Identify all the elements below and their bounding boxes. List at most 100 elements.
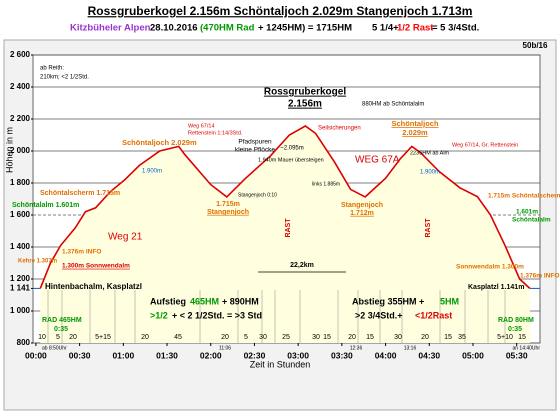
subtitle-part: 5 1/4+: [372, 23, 399, 34]
subtitle-part: = 5 3/4Std.: [432, 23, 479, 34]
annotation: 1.900m: [420, 170, 440, 176]
x-tick-label: 01:00: [112, 350, 134, 360]
profile-line: [39, 125, 531, 289]
badge: 50b/16: [523, 41, 548, 50]
x-tick-label: 05:00: [462, 350, 484, 360]
segment-label: 30: [259, 334, 267, 341]
y-tick-label: 1 000: [10, 306, 31, 315]
annotation: 1.300m Sonnwendalm: [62, 263, 130, 270]
x-tick-label: 05:30: [506, 350, 528, 360]
y-tick-label: 2 400: [10, 82, 31, 91]
segment-label: 25: [282, 334, 290, 341]
annotation: 1.376m INFO: [62, 249, 101, 256]
annotation: Rettenstein 1:14/3Std.: [188, 130, 243, 136]
annotation: Weg 67/14: [188, 123, 215, 129]
annotation: 1.940m Mauer übersteigen: [258, 157, 324, 163]
segment-label: 15: [323, 334, 331, 341]
x-tick-label: 00:00: [25, 350, 47, 360]
subtitle-part: 1/2 Rast: [397, 23, 434, 34]
annotation: Sonnwendalm 1.300m: [456, 264, 524, 271]
annotation: 1.601m: [516, 209, 538, 216]
annotation: Weg 67/14, Gr. Rettenstein: [452, 142, 518, 148]
segment-label: 5+15: [95, 334, 111, 341]
annotation: kleine Pflöcke: [235, 147, 275, 154]
annotation: 2.156m: [288, 99, 322, 110]
summary-text: RAD 80HM: [498, 317, 534, 324]
annotation: Weg 21: [108, 232, 143, 243]
segment-label: 30: [312, 334, 320, 341]
annotation: Schöntalalm: [512, 217, 551, 224]
annotation: 2235HM ab Alm: [410, 150, 450, 156]
annotation: RAST: [285, 218, 292, 238]
profile-area: [40, 126, 530, 343]
subtitle-part: + 1245HM) = 1715HM: [258, 23, 352, 34]
annotation: Hintenbachalm, Kasplatzl: [45, 282, 142, 291]
x-tick-label: 02:00: [200, 350, 222, 360]
annotation: Stangenjoch 0:10: [238, 192, 277, 198]
y-axis-label: Höhen in m: [4, 127, 14, 173]
annotation: Seilsicherungen: [318, 126, 361, 132]
summary-text: + < 2 1/2Std. = >3 Std: [172, 310, 262, 320]
y-tick-label: 1 141: [10, 284, 31, 293]
annotation: 210km; <2 1/2Std.: [40, 75, 89, 81]
x-tick-label: 04:30: [418, 350, 440, 360]
x-tick-label: 03:00: [287, 350, 309, 360]
y-tick-label: 1 800: [10, 178, 31, 187]
y-tick-label: 2 600: [10, 50, 31, 59]
annotation: Schöntaljoch: [391, 119, 439, 128]
annotation: Schöntalalm 1.601m: [12, 202, 79, 209]
y-tick-label: 2 000: [10, 146, 31, 155]
annotation: ~2.095m: [280, 146, 304, 152]
segment-label: 45: [174, 334, 182, 341]
annotation: 2.029m: [402, 128, 428, 137]
summary-text: >1/2: [150, 310, 168, 320]
y-tick-label: 1 400: [10, 242, 31, 251]
time-note: ab 8:50Uhr: [42, 345, 67, 351]
subtitle-part: 28.10.2016: [150, 23, 198, 34]
x-tick-label: 03:30: [331, 350, 353, 360]
x-tick-label: 01:30: [156, 350, 178, 360]
segment-label: 20: [141, 334, 149, 341]
annotation: 1.715m: [216, 201, 240, 208]
summary-text: 0:35: [54, 326, 68, 333]
segment-label: 35: [458, 334, 466, 341]
annotation: Schöntalscherm 1.715m: [40, 190, 120, 197]
annotation: 1.715m Schöntalscherm: [488, 193, 560, 200]
annotation: Kehre 1.307m: [18, 259, 57, 265]
summary-text: <1/2Rast: [415, 310, 452, 320]
annotation: 1.900m: [142, 169, 162, 175]
annotation: 1.376m INFO: [520, 273, 559, 280]
subtitle-part: (470HM Rad: [200, 23, 255, 34]
annotation: 880HM ab Schöntalalm: [362, 102, 424, 108]
segment-label: 15: [444, 334, 452, 341]
annotation: Rossgruberkogel: [264, 87, 346, 98]
chart-title: Rossgruberkogel 2.156m Schöntaljoch 2.02…: [88, 4, 473, 18]
time-note: 12:36: [350, 345, 363, 351]
annotation: WEG 67A: [355, 155, 400, 166]
annotation: Stangenjoch: [341, 202, 383, 209]
summary-text: + 890HM: [222, 296, 259, 306]
y-tick-label: 1 600: [10, 210, 31, 219]
segment-label: 5+10: [497, 334, 513, 341]
segment-label: 20: [421, 334, 429, 341]
y-tick-label: 1 200: [10, 274, 31, 283]
summary-text: 0:35: [508, 326, 522, 333]
segment-label: 5: [56, 334, 60, 341]
x-tick-label: 00:30: [69, 350, 91, 360]
summary-text: 5HM: [440, 296, 459, 306]
annotation: Stangenjoch: [207, 209, 249, 216]
subtitle-part: Kitzbüheler Alpen: [70, 23, 151, 34]
summary-text: >2 3/4Std.+: [355, 310, 403, 320]
x-tick-label: 02:30: [244, 350, 266, 360]
segment-label: 30: [394, 334, 402, 341]
x-tick-label: 04:00: [375, 350, 397, 360]
annotation: 22,2km: [290, 262, 314, 269]
time-note: 11:06: [219, 345, 231, 351]
time-note: 13:16: [404, 345, 417, 351]
y-tick-label: 2 200: [10, 114, 31, 123]
annotation: links 1.885m: [312, 181, 340, 187]
summary-text: 465HM: [190, 296, 219, 306]
summary-text: Abstieg 355HM +: [352, 296, 424, 306]
segment-label: 15: [366, 334, 374, 341]
